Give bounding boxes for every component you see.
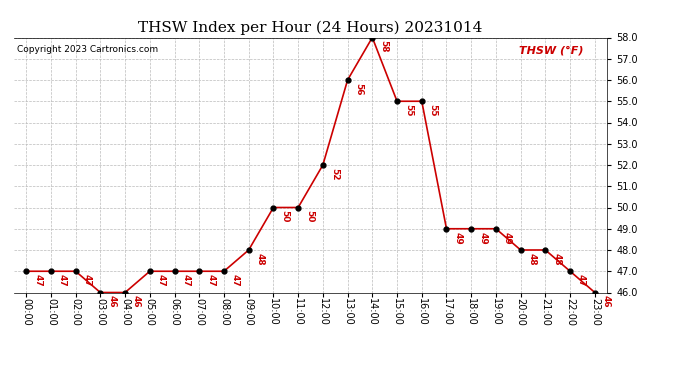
Title: THSW Index per Hour (24 Hours) 20231014: THSW Index per Hour (24 Hours) 20231014: [138, 21, 483, 35]
Text: Copyright 2023 Cartronics.com: Copyright 2023 Cartronics.com: [17, 45, 158, 54]
Text: 55: 55: [404, 104, 413, 117]
Text: 47: 47: [33, 274, 42, 287]
Text: 55: 55: [428, 104, 437, 117]
Text: 48: 48: [552, 253, 562, 266]
Text: 47: 47: [577, 274, 586, 287]
Text: 56: 56: [355, 83, 364, 95]
Text: 49: 49: [453, 231, 462, 244]
Text: 46: 46: [602, 295, 611, 308]
Text: 50: 50: [305, 210, 314, 223]
Text: 46: 46: [107, 295, 117, 308]
Text: 47: 47: [231, 274, 240, 287]
Text: 47: 47: [157, 274, 166, 287]
Text: 52: 52: [330, 168, 339, 180]
Text: 47: 47: [206, 274, 215, 287]
Text: 48: 48: [528, 253, 537, 266]
Text: 47: 47: [58, 274, 67, 287]
Text: 49: 49: [478, 231, 487, 244]
Text: 50: 50: [280, 210, 289, 223]
Text: 49: 49: [503, 231, 512, 244]
Text: 58: 58: [380, 40, 388, 53]
Text: 47: 47: [181, 274, 190, 287]
Text: 47: 47: [83, 274, 92, 287]
Text: 48: 48: [255, 253, 265, 266]
Text: 46: 46: [132, 295, 141, 308]
Text: THSW (°F): THSW (°F): [519, 45, 584, 55]
